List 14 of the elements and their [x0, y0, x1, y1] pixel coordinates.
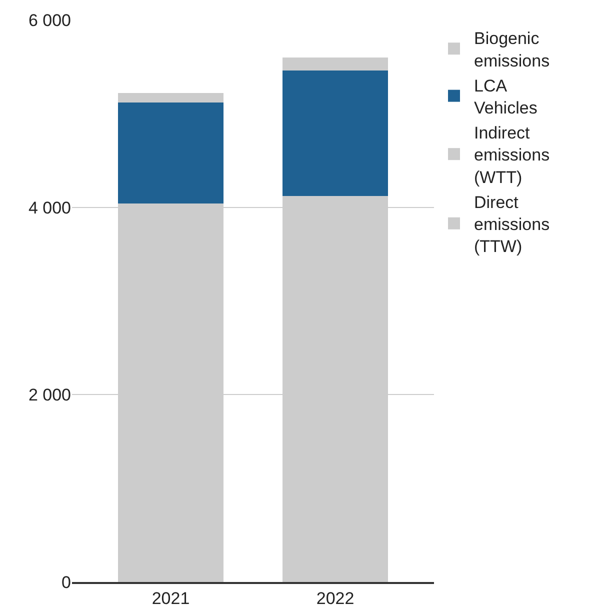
y-tick-label: 4 000 — [28, 198, 71, 218]
legend-label: LCA Vehicles — [474, 76, 538, 118]
y-tick-label: 6 000 — [28, 10, 71, 30]
y-tick-label: 0 — [62, 572, 71, 592]
bar — [282, 70, 388, 196]
x-tick-label: 2021 — [152, 589, 190, 608]
legend-label: Biogenic emissions — [474, 29, 550, 70]
bar — [118, 102, 224, 204]
y-tick-label: 2 000 — [28, 386, 71, 405]
bar — [282, 57, 388, 71]
bar — [118, 93, 224, 102]
legend-label: Direct emissions (TTW) — [474, 192, 550, 256]
legend-label: Indirect emissions (WTT) — [474, 124, 550, 187]
x-tick-label: 2022 — [316, 589, 354, 608]
